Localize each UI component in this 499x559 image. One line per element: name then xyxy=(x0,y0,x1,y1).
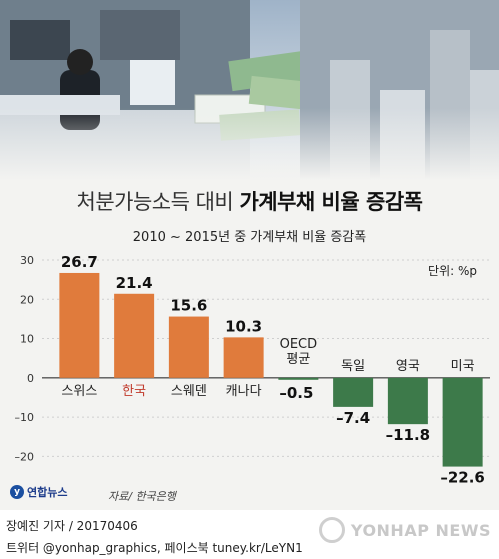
bar-value-label: –11.8 xyxy=(386,426,431,444)
bar xyxy=(442,377,483,467)
bar xyxy=(114,293,155,378)
category-label: 한국 xyxy=(122,384,146,399)
bar-value-label: –22.6 xyxy=(440,469,485,486)
category-label: 스위스 xyxy=(61,384,97,399)
infographic-frame: 처분가능소득 대비 가계부채 비율 증감폭 2010 ~ 2015년 중 가계부… xyxy=(0,0,499,510)
yonhap-logo-icon: y xyxy=(10,485,24,499)
category-label: 평균 xyxy=(286,352,310,367)
byline: 장예진 기자 / 20170406 xyxy=(6,519,138,533)
watermark-ring-icon xyxy=(318,517,345,543)
bar xyxy=(223,337,264,378)
category-label: 독일 xyxy=(341,359,365,374)
bar-value-label: 21.4 xyxy=(116,274,153,292)
bar xyxy=(168,316,209,378)
unit-label: 단위: %p xyxy=(428,264,477,278)
title-light: 처분가능소득 대비 xyxy=(76,190,234,214)
yonhap-logo: y 연합뉴스 xyxy=(10,484,67,500)
y-tick-label: 20 xyxy=(20,293,34,306)
chart-subtitle: 2010 ~ 2015년 중 가계부채 비율 증감폭 xyxy=(132,230,367,245)
bar-value-label: 26.7 xyxy=(61,253,98,271)
bar-value-label: 15.6 xyxy=(170,297,207,315)
bar-value-label: –0.5 xyxy=(279,384,313,402)
chart-titles: 처분가능소득 대비 가계부채 비율 증감폭 2010 ~ 2015년 중 가계부… xyxy=(0,186,499,245)
bar-chart: 30 20 10 0 –10 –20 26.7 스위스 21.4 한국 15.6 스웨덴 10.3 캐나다… xyxy=(15,253,490,486)
watermark-text: YONHAP NEWS xyxy=(350,520,491,540)
header-photo xyxy=(0,0,499,180)
y-tick-label: 10 xyxy=(20,333,34,346)
bar xyxy=(59,272,100,378)
social-links: 트위터 @yonhap_graphics, 페이스북 tuney.kr/LeYN… xyxy=(6,541,303,555)
category-label: OECD xyxy=(280,337,318,352)
source-note: 자료/ 한국은행 xyxy=(108,490,176,503)
title-bold: 가계부채 비율 증감폭 xyxy=(239,190,423,214)
chart-title: 처분가능소득 대비 가계부채 비율 증감폭 xyxy=(0,186,499,216)
category-label: 스웨덴 xyxy=(171,384,207,399)
bar-value-label: –7.4 xyxy=(336,409,370,427)
category-label: 영국 xyxy=(396,359,420,374)
category-label: 미국 xyxy=(451,359,475,374)
bar xyxy=(333,377,374,407)
bar xyxy=(387,377,428,425)
y-tick-label: 30 xyxy=(20,254,34,267)
y-tick-label: –10 xyxy=(15,411,35,424)
logo-text: 연합뉴스 xyxy=(27,486,68,499)
y-tick-label: 0 xyxy=(27,372,34,385)
y-tick-label: –20 xyxy=(15,450,35,463)
bar-value-label: 10.3 xyxy=(225,317,262,335)
bar xyxy=(278,377,319,380)
watermark: YONHAP NEWS xyxy=(318,517,491,543)
category-label: 캐나다 xyxy=(226,384,262,399)
